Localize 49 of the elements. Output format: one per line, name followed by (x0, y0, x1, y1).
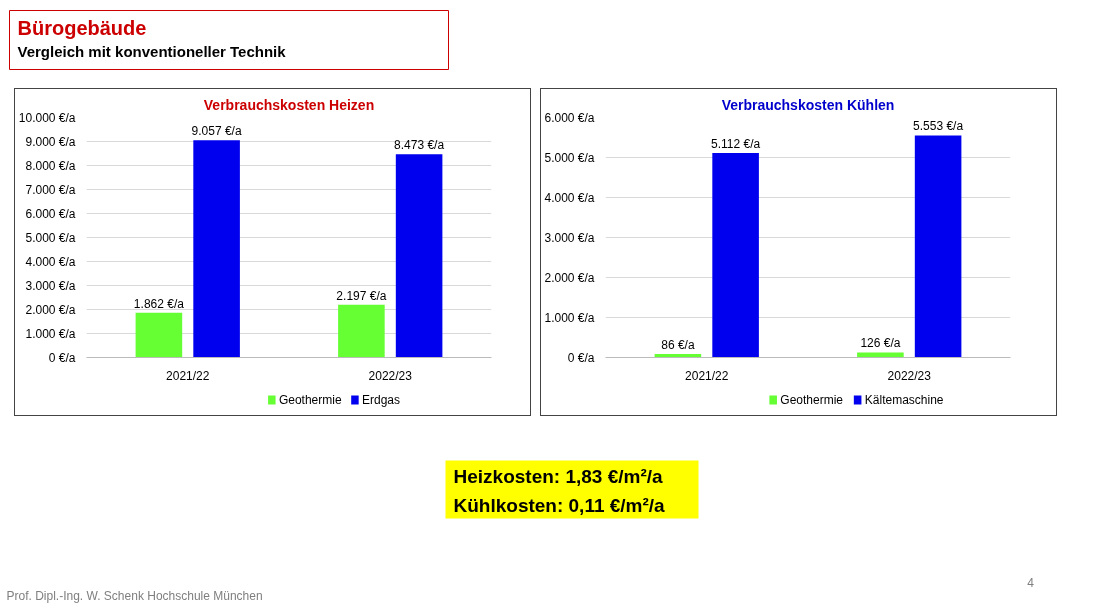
chart-title: Verbrauchskosten Heizen (203, 96, 375, 113)
bar (193, 140, 240, 358)
text: Bürogebäude (17, 16, 147, 39)
x-tick-label: 2022/23 (887, 368, 932, 383)
y-tick-label: 2.000 €/a (544, 270, 595, 285)
bar (135, 312, 183, 358)
y-tick-label: 0 €/a (48, 350, 76, 365)
chart-title: Verbrauchskosten Kühlen (721, 96, 895, 113)
x-tick-label: 2021/22 (166, 368, 210, 383)
y-tick-label: 1.000 €/a (544, 310, 595, 325)
legend-label: Kältemaschine (864, 393, 944, 407)
y-tick-label: 3.000 €/a (25, 278, 76, 293)
y-tick-label: 7.000 €/a (25, 182, 76, 197)
data-label: 1.862 €/a (133, 296, 185, 311)
legend-label: Geothermie (278, 393, 342, 407)
data-label: 5.112 €/a (711, 137, 761, 152)
legend-label: Geothermie (780, 393, 844, 407)
bar (914, 135, 962, 358)
y-tick-label: 9.000 €/a (25, 134, 76, 149)
data-label: 5.553 €/a (913, 119, 964, 134)
text: Vergleich mit konventioneller Technik (17, 42, 287, 60)
y-tick-label: 4.000 €/a (544, 190, 595, 205)
data-label: 86 €/a (661, 338, 695, 353)
bar (857, 352, 904, 358)
data-label: 9.057 €/a (191, 124, 242, 139)
y-tick-label: 10.000 €/a (18, 110, 76, 125)
y-tick-label: 3.000 €/a (544, 230, 595, 245)
text: Heizkosten: 1,83 €/m²/a (453, 465, 664, 487)
text: Prof. Dipl.-Ing. W. Schenk Hochschule München (6, 588, 263, 603)
y-tick-label: 5.000 €/a (25, 230, 76, 245)
data-label: 2.197 €/a (336, 288, 387, 303)
data-label: 126 €/a (860, 336, 901, 351)
bar (338, 304, 385, 358)
legend-label: Erdgas (362, 393, 401, 407)
text: 4 (1027, 575, 1035, 590)
y-tick-label: 5.000 €/a (544, 150, 595, 165)
text: Kühlkosten: 0,11 €/m²/a (453, 494, 666, 516)
y-tick-label: 1.000 €/a (25, 326, 76, 341)
y-tick-label: 2.000 €/a (25, 302, 76, 317)
bar (712, 153, 759, 358)
y-tick-label: 4.000 €/a (25, 254, 76, 269)
y-tick-label: 0 €/a (567, 350, 595, 365)
x-tick-label: 2021/22 (685, 368, 729, 383)
x-tick-label: 2022/23 (368, 368, 413, 383)
bar (395, 154, 443, 358)
y-tick-label: 8.000 €/a (25, 158, 76, 173)
y-tick-label: 6.000 €/a (544, 110, 595, 125)
y-tick-label: 6.000 €/a (25, 206, 76, 221)
data-label: 8.473 €/a (394, 138, 445, 153)
